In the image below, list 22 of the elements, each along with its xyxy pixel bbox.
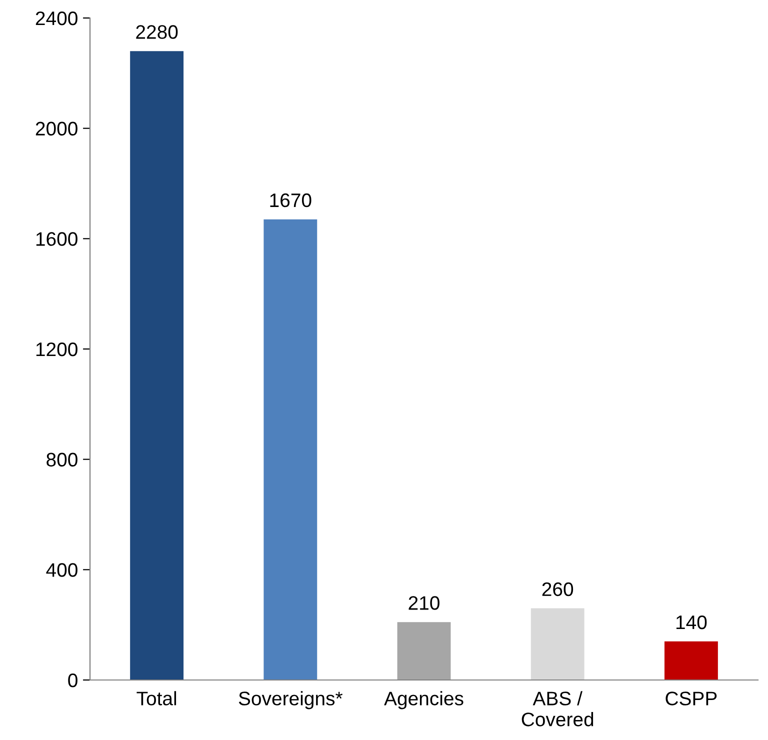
y-tick-label: 2000 (36, 122, 78, 136)
bar (130, 51, 184, 680)
bar (397, 622, 451, 680)
x-tick-label: ABS / Covered (522, 691, 594, 726)
x-tick-label: Total (136, 691, 176, 706)
x-tick-label: CSPP (666, 692, 717, 706)
data-label: 140 (676, 615, 707, 630)
bar (530, 608, 584, 680)
data-label: 1670 (270, 193, 312, 208)
data-label: 260 (542, 582, 574, 596)
y-tick-label: 800 (46, 452, 78, 467)
y-tick-label: 400 (46, 563, 78, 577)
y-tick-label: 0 (68, 673, 78, 688)
bar (664, 641, 718, 680)
y-tick-label: 2400 (36, 11, 78, 26)
bar (264, 219, 318, 680)
y-tick-label: 1600 (36, 232, 78, 246)
x-tick-label: Sovereigns* (238, 691, 343, 710)
data-label: 210 (408, 596, 440, 610)
y-tick-label: 1200 (36, 342, 78, 356)
x-tick-label: Agencies (384, 691, 464, 710)
data-label: 2280 (136, 25, 178, 39)
